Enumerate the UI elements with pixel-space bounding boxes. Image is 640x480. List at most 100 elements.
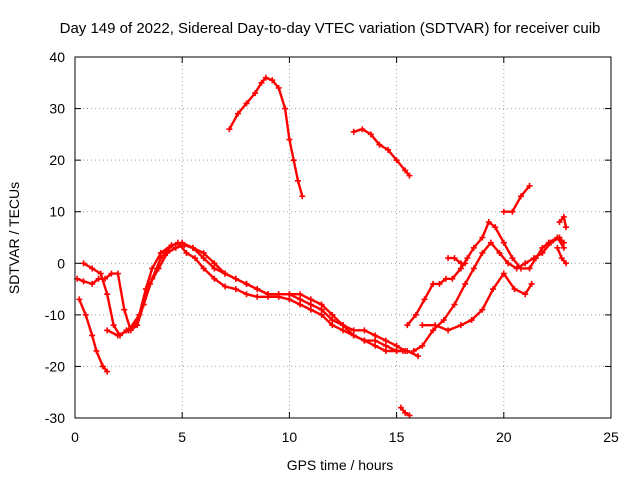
data-point xyxy=(468,317,475,324)
data-point xyxy=(110,322,117,329)
data-point xyxy=(560,213,567,220)
series-J xyxy=(419,270,535,334)
data-point xyxy=(361,337,368,344)
series-K xyxy=(445,255,469,267)
data-point xyxy=(99,363,106,370)
data-point xyxy=(125,327,132,334)
data-point xyxy=(200,265,207,272)
data-point xyxy=(252,90,259,97)
data-point xyxy=(479,249,486,256)
data-point xyxy=(419,342,426,349)
data-point xyxy=(462,260,469,267)
grid xyxy=(75,57,611,418)
data-point xyxy=(104,291,111,298)
data-point xyxy=(121,306,128,313)
data-point xyxy=(192,255,199,262)
data-point xyxy=(539,249,546,256)
series-line xyxy=(352,127,411,177)
data-point xyxy=(232,275,239,282)
data-point xyxy=(382,347,389,354)
data-point xyxy=(432,322,439,329)
data-point xyxy=(226,126,233,133)
data-point xyxy=(104,327,111,334)
data-point xyxy=(243,291,250,298)
data-point xyxy=(262,74,269,81)
data-point xyxy=(367,131,374,138)
data-point xyxy=(539,244,546,251)
data-point xyxy=(350,128,357,135)
data-point xyxy=(350,332,357,339)
data-point xyxy=(179,239,186,246)
data-point xyxy=(562,260,569,267)
data-point xyxy=(382,342,389,349)
x-tick-label: 20 xyxy=(496,429,512,445)
data-point xyxy=(513,265,520,272)
data-point xyxy=(412,311,419,318)
chart-title: Day 149 of 2022, Sidereal Day-to-day VTE… xyxy=(60,20,601,37)
data-point xyxy=(436,280,443,287)
data-point xyxy=(560,239,567,246)
series-N xyxy=(554,244,569,267)
data-point xyxy=(402,167,409,174)
series-E xyxy=(226,74,306,200)
data-point xyxy=(200,255,207,262)
data-point xyxy=(554,244,561,251)
data-point xyxy=(382,337,389,344)
x-tick-label: 15 xyxy=(389,429,405,445)
data-point xyxy=(89,280,96,287)
data-point xyxy=(406,172,413,179)
data-series xyxy=(74,74,569,419)
data-point xyxy=(97,270,104,277)
data-point xyxy=(490,286,497,293)
data-point xyxy=(404,347,411,354)
data-point xyxy=(286,296,293,303)
data-point xyxy=(556,234,563,241)
data-point xyxy=(509,208,516,215)
data-point xyxy=(232,286,239,293)
data-point xyxy=(393,157,400,164)
data-point xyxy=(462,280,469,287)
data-point xyxy=(440,317,447,324)
data-point xyxy=(479,234,486,241)
series-A xyxy=(76,296,111,375)
data-point xyxy=(243,280,250,287)
data-point xyxy=(222,270,229,277)
data-point xyxy=(397,404,404,411)
data-point xyxy=(307,296,314,303)
data-point xyxy=(76,296,83,303)
data-point xyxy=(340,322,346,329)
data-point xyxy=(93,347,100,354)
data-point xyxy=(329,317,336,324)
y-tick-label: 0 xyxy=(57,255,65,271)
data-point xyxy=(517,193,524,200)
data-point xyxy=(234,110,241,117)
x-axis-label: GPS time / hours xyxy=(287,457,394,473)
data-point xyxy=(372,342,379,349)
series-line xyxy=(406,220,565,327)
data-point xyxy=(451,255,458,262)
data-point xyxy=(558,255,565,262)
data-point xyxy=(114,270,121,277)
data-point xyxy=(430,280,437,287)
data-point xyxy=(269,77,276,84)
data-point xyxy=(404,322,411,329)
data-point xyxy=(211,260,218,267)
data-point xyxy=(211,265,218,272)
data-point xyxy=(329,311,336,318)
data-point xyxy=(479,306,486,313)
data-point xyxy=(211,275,218,282)
data-point xyxy=(445,255,452,262)
data-point xyxy=(80,260,87,267)
data-point xyxy=(560,244,567,251)
data-point xyxy=(547,239,554,246)
data-point xyxy=(318,301,325,308)
data-point xyxy=(258,79,265,86)
series-G xyxy=(397,404,413,419)
data-point xyxy=(297,296,304,303)
data-point xyxy=(149,265,156,272)
data-point xyxy=(372,337,379,344)
data-point xyxy=(509,255,516,262)
data-point xyxy=(376,141,383,148)
data-point xyxy=(297,301,304,308)
data-point xyxy=(254,293,261,300)
